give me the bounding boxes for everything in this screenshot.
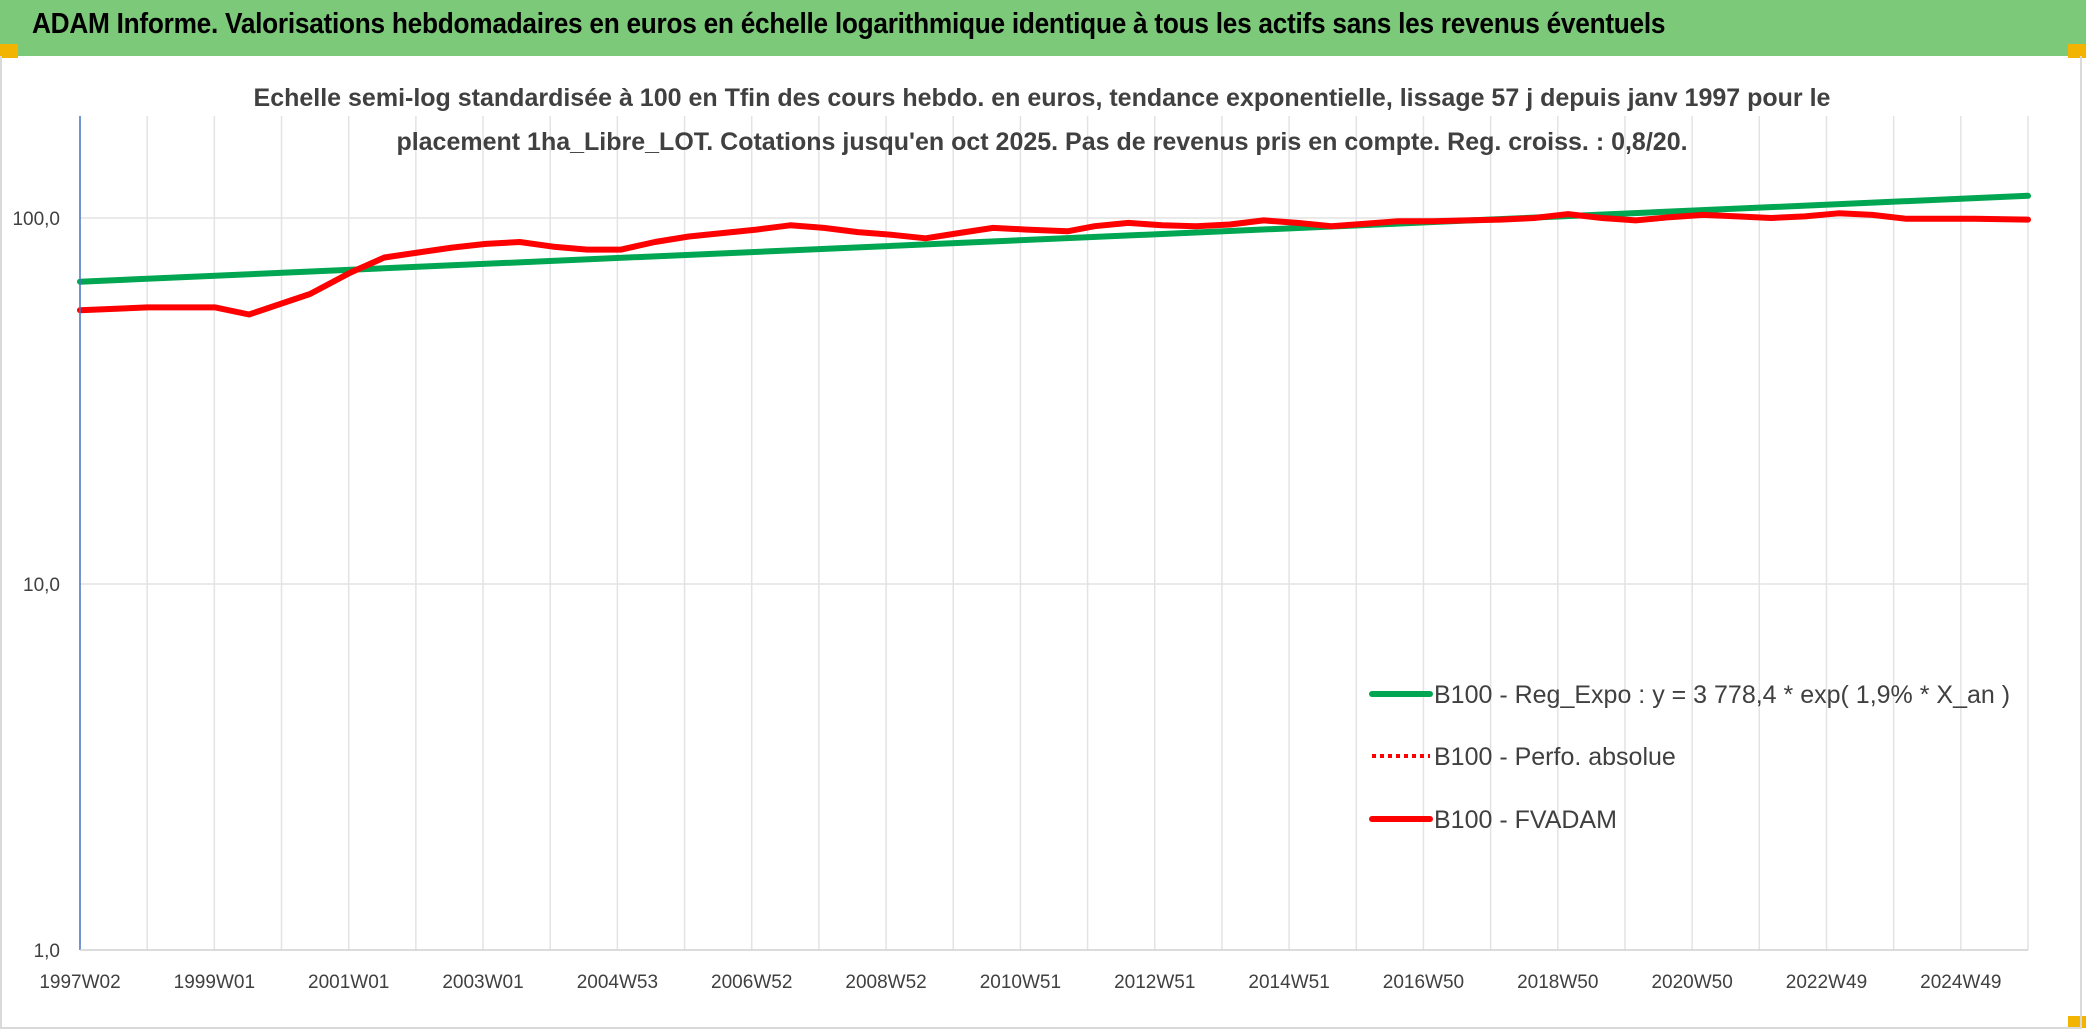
chart-frame: 1,0 10,0 100,0 1997W02 1999W01 2001W01 2003W01… bbox=[0, 56, 2082, 1029]
y-tick-label: 10,0 bbox=[23, 575, 60, 596]
legend-reg-expo-label: B100 - Reg_Expo : y = 3 778,4 * exp( 1,9… bbox=[1434, 681, 2010, 709]
x-tick-label: 2020W50 bbox=[1651, 972, 1732, 993]
x-tick-label: 2006W52 bbox=[711, 972, 792, 993]
y-tick-label: 1,0 bbox=[34, 941, 60, 962]
x-tick-label: 1999W01 bbox=[174, 972, 255, 993]
legend-fvadam-label: B100 - FVADAM bbox=[1434, 806, 1617, 834]
legend-perfo-absolue-label: B100 - Perfo. absolue bbox=[1434, 743, 1676, 771]
x-tick-label: 2003W01 bbox=[442, 972, 523, 993]
series-line-reg-expo bbox=[77, 192, 2031, 285]
series-group bbox=[77, 192, 2031, 318]
chart-title: Echelle semi-log standardisée à 100 en T… bbox=[254, 84, 1831, 156]
axes: 1,0 10,0 100,0 1997W02 1999W01 2001W01 2003W01… bbox=[12, 116, 2028, 993]
x-tick-label: 2014W51 bbox=[1248, 972, 1329, 993]
x-tick-label: 2022W49 bbox=[1786, 972, 1867, 993]
banner-title: ADAM Informe. Valorisations hebdomadaire… bbox=[32, 8, 1666, 40]
x-tick-label: 2004W53 bbox=[577, 972, 658, 993]
banner: ADAM Informe. Valorisations hebdomadaire… bbox=[0, 0, 2086, 56]
corner-marker-left bbox=[0, 44, 18, 58]
chart-title-line-1: Echelle semi-log standardisée à 100 en T… bbox=[254, 84, 1831, 112]
x-tick-label: 1997W02 bbox=[39, 972, 120, 993]
chart-title-line-2: placement 1ha_Libre_LOT. Cotations jusqu… bbox=[396, 128, 1687, 156]
corner-marker-right bbox=[2068, 44, 2086, 58]
x-tick-label: 2010W51 bbox=[980, 972, 1061, 993]
gridlines bbox=[80, 116, 2029, 950]
x-tick-label: 2008W52 bbox=[845, 972, 926, 993]
legend: B100 - Reg_Expo : y = 3 778,4 * exp( 1,9… bbox=[1369, 681, 2010, 834]
x-tick-label: 2001W01 bbox=[308, 972, 389, 993]
x-tick-label: 2016W50 bbox=[1383, 972, 1464, 993]
x-tick-label: 2024W49 bbox=[1920, 972, 2001, 993]
x-tick-label: 2012W51 bbox=[1114, 972, 1195, 993]
y-tick-label: 100,0 bbox=[12, 209, 60, 230]
series-line-fvadam bbox=[77, 210, 2031, 318]
chart: 1,0 10,0 100,0 1997W02 1999W01 2001W01 2003W01… bbox=[12, 84, 2031, 993]
x-tick-label: 2018W50 bbox=[1517, 972, 1598, 993]
